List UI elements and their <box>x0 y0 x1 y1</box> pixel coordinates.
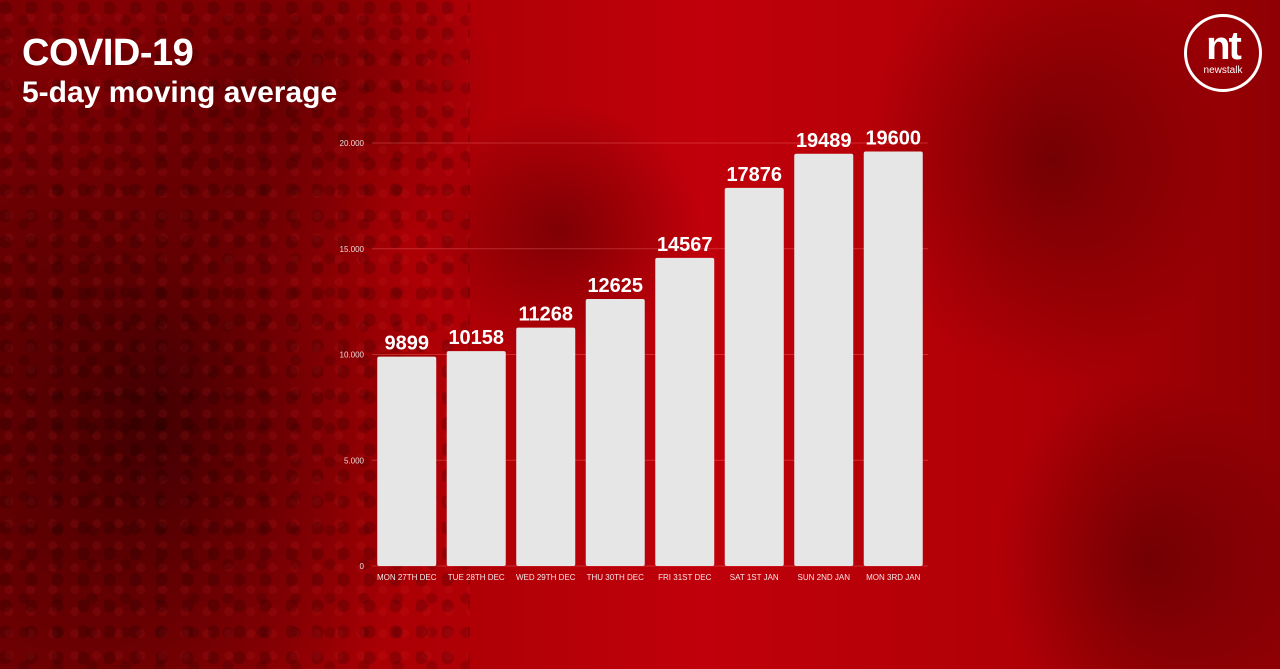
bar <box>863 151 923 566</box>
x-tick-label: FRI 31ST DEC <box>658 573 711 582</box>
bars <box>377 151 923 566</box>
x-tick-label: TUE 28TH DEC <box>448 573 505 582</box>
x-axis-ticks: MON 27TH DEC TUE 28TH DEC WED 29TH DEC THU … <box>377 573 921 582</box>
data-label: 10158 <box>448 327 504 349</box>
bar <box>724 187 784 566</box>
y-tick-label: 15.000 <box>340 245 365 254</box>
y-tick-label: 20.000 <box>340 139 365 148</box>
y-tick-label: 5.000 <box>344 456 365 465</box>
chart-title: COVID-19 <box>22 32 194 74</box>
bar <box>516 327 576 566</box>
y-tick-label: 0 <box>360 562 365 571</box>
data-label: 11268 <box>518 304 573 326</box>
bar <box>655 257 715 566</box>
x-tick-label: MON 27TH DEC <box>377 573 437 582</box>
data-label: 17876 <box>726 164 782 186</box>
x-tick-label: SUN 2ND JAN <box>798 573 851 582</box>
bar <box>794 153 854 566</box>
data-label: 9899 <box>385 333 430 355</box>
newstalk-logo: nt newstalk <box>1184 14 1262 92</box>
chart-subtitle: 5-day moving average <box>22 76 338 109</box>
data-label: 12625 <box>587 275 643 297</box>
x-tick-label: SAT 1ST JAN <box>730 573 779 582</box>
data-label: 14567 <box>657 234 713 256</box>
value-labels: 9899 10158 11268 12625 14567 17876 19489 19600 <box>385 127 922 354</box>
x-tick-label: WED 29TH DEC <box>516 573 576 582</box>
logo-mark: nt <box>1206 24 1242 68</box>
x-tick-label: MON 3RD JAN <box>866 573 920 582</box>
bar <box>377 356 437 566</box>
x-tick-label: THU 30TH DEC <box>587 573 645 582</box>
data-label: 19600 <box>865 127 921 149</box>
y-axis-ticks: 0 5.000 10.000 15.000 20.000 <box>340 139 365 571</box>
bar <box>446 351 506 566</box>
y-tick-label: 10.000 <box>340 351 365 360</box>
bar <box>585 298 645 566</box>
data-label: 19489 <box>796 130 852 152</box>
logo-wordmark: newstalk <box>1203 65 1243 76</box>
